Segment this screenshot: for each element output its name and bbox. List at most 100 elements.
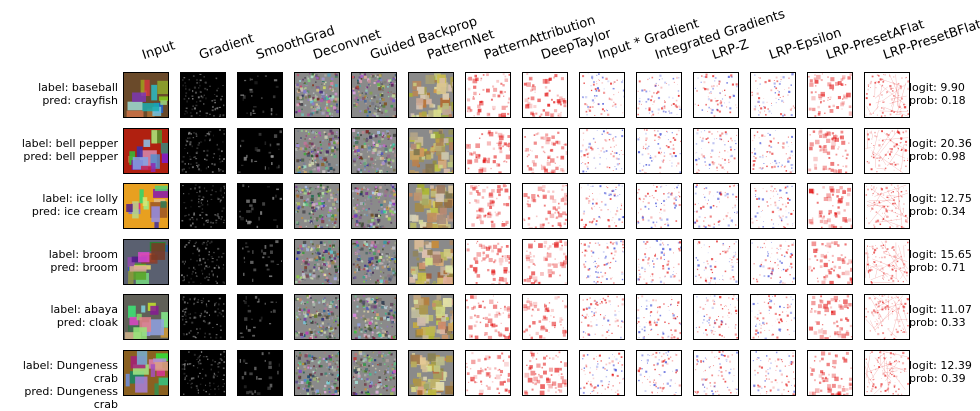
heatmap-cell [123, 72, 169, 118]
prob-text: prob: 0.71 [909, 261, 972, 274]
pred-text: pred: crayfish [0, 94, 118, 107]
heatmap-cell [807, 294, 853, 340]
prob-text: prob: 0.33 [909, 316, 972, 329]
heatmap-cell [750, 294, 796, 340]
heatmap-cell [294, 72, 340, 118]
heatmap-cell [351, 128, 397, 174]
label-text: label: broom [0, 248, 118, 261]
logit-text: logit: 9.90 [909, 81, 966, 94]
label-text: label: abaya [0, 303, 118, 316]
heatmap-cell [579, 350, 625, 396]
heatmap-cell [807, 128, 853, 174]
prob-text: prob: 0.39 [909, 372, 972, 385]
prob-text: prob: 0.18 [909, 94, 966, 107]
heatmap-cell [693, 183, 739, 229]
heatmap-cell [123, 350, 169, 396]
logit-text: logit: 12.39 [909, 359, 972, 372]
heatmap-cell [180, 128, 226, 174]
heatmap-cell [465, 294, 511, 340]
column-title-0: Input [140, 38, 177, 63]
heatmap-cell [807, 239, 853, 285]
heatmap-cell [864, 350, 910, 396]
pred-text: pred: Dungeness crab [0, 385, 118, 411]
heatmap-cell [408, 239, 454, 285]
heatmap-cell [465, 239, 511, 285]
heatmap-cell [579, 183, 625, 229]
heatmap-cell [408, 128, 454, 174]
prob-text: prob: 0.98 [909, 150, 972, 163]
heatmap-cell [522, 72, 568, 118]
heatmap-cell [237, 350, 283, 396]
heatmap-cell [693, 128, 739, 174]
heatmap-cell [807, 72, 853, 118]
heatmap-cell [465, 350, 511, 396]
heatmap-cell [693, 72, 739, 118]
label-text: label: Dungeness crab [0, 359, 118, 385]
logit-text: logit: 20.36 [909, 137, 972, 150]
heatmap-cell [693, 350, 739, 396]
heatmap-cell [294, 183, 340, 229]
label-text: label: bell pepper [0, 137, 118, 150]
label-text: label: baseball [0, 81, 118, 94]
logit-text: logit: 11.07 [909, 303, 972, 316]
heatmap-cell [465, 183, 511, 229]
heatmap-cell [180, 294, 226, 340]
heatmap-cell [807, 350, 853, 396]
heatmap-cell [351, 239, 397, 285]
heatmap-cell [864, 128, 910, 174]
heatmap-cell [579, 294, 625, 340]
heatmap-cell [180, 183, 226, 229]
heatmap-cell [864, 72, 910, 118]
heatmap-cell [750, 128, 796, 174]
heatmap-cell [237, 294, 283, 340]
logit-text: logit: 12.75 [909, 192, 972, 205]
heatmap-cell [522, 294, 568, 340]
heatmap-cell [180, 239, 226, 285]
heatmap-cell [693, 239, 739, 285]
heatmap-cell [864, 239, 910, 285]
pred-text: pred: bell pepper [0, 150, 118, 163]
heatmap-cell [408, 72, 454, 118]
heatmap-cell [636, 183, 682, 229]
heatmap-cell [237, 183, 283, 229]
column-title-1: Gradient [197, 31, 255, 63]
heatmap-cell [522, 128, 568, 174]
heatmap-cell [180, 350, 226, 396]
heatmap-cell [636, 72, 682, 118]
heatmap-cell [636, 350, 682, 396]
heatmap-cell [522, 183, 568, 229]
pred-text: pred: broom [0, 261, 118, 274]
logit-text: logit: 15.65 [909, 248, 972, 261]
heatmap-cell [522, 239, 568, 285]
heatmap-cell [351, 183, 397, 229]
heatmap-cell [123, 183, 169, 229]
heatmap-cell [294, 239, 340, 285]
prob-text: prob: 0.34 [909, 205, 972, 218]
heatmap-cell [237, 72, 283, 118]
heatmap-cell [693, 294, 739, 340]
heatmap-cell [465, 72, 511, 118]
heatmap-cell [123, 239, 169, 285]
heatmap-cell [750, 350, 796, 396]
heatmap-cell [294, 350, 340, 396]
heatmap-cell [294, 294, 340, 340]
heatmap-cell [465, 128, 511, 174]
heatmap-cell [864, 294, 910, 340]
heatmap-cell [579, 128, 625, 174]
heatmap-cell [579, 239, 625, 285]
heatmap-cell [750, 239, 796, 285]
heatmap-cell [522, 350, 568, 396]
heatmap-cell [636, 128, 682, 174]
heatmap-cell [237, 239, 283, 285]
